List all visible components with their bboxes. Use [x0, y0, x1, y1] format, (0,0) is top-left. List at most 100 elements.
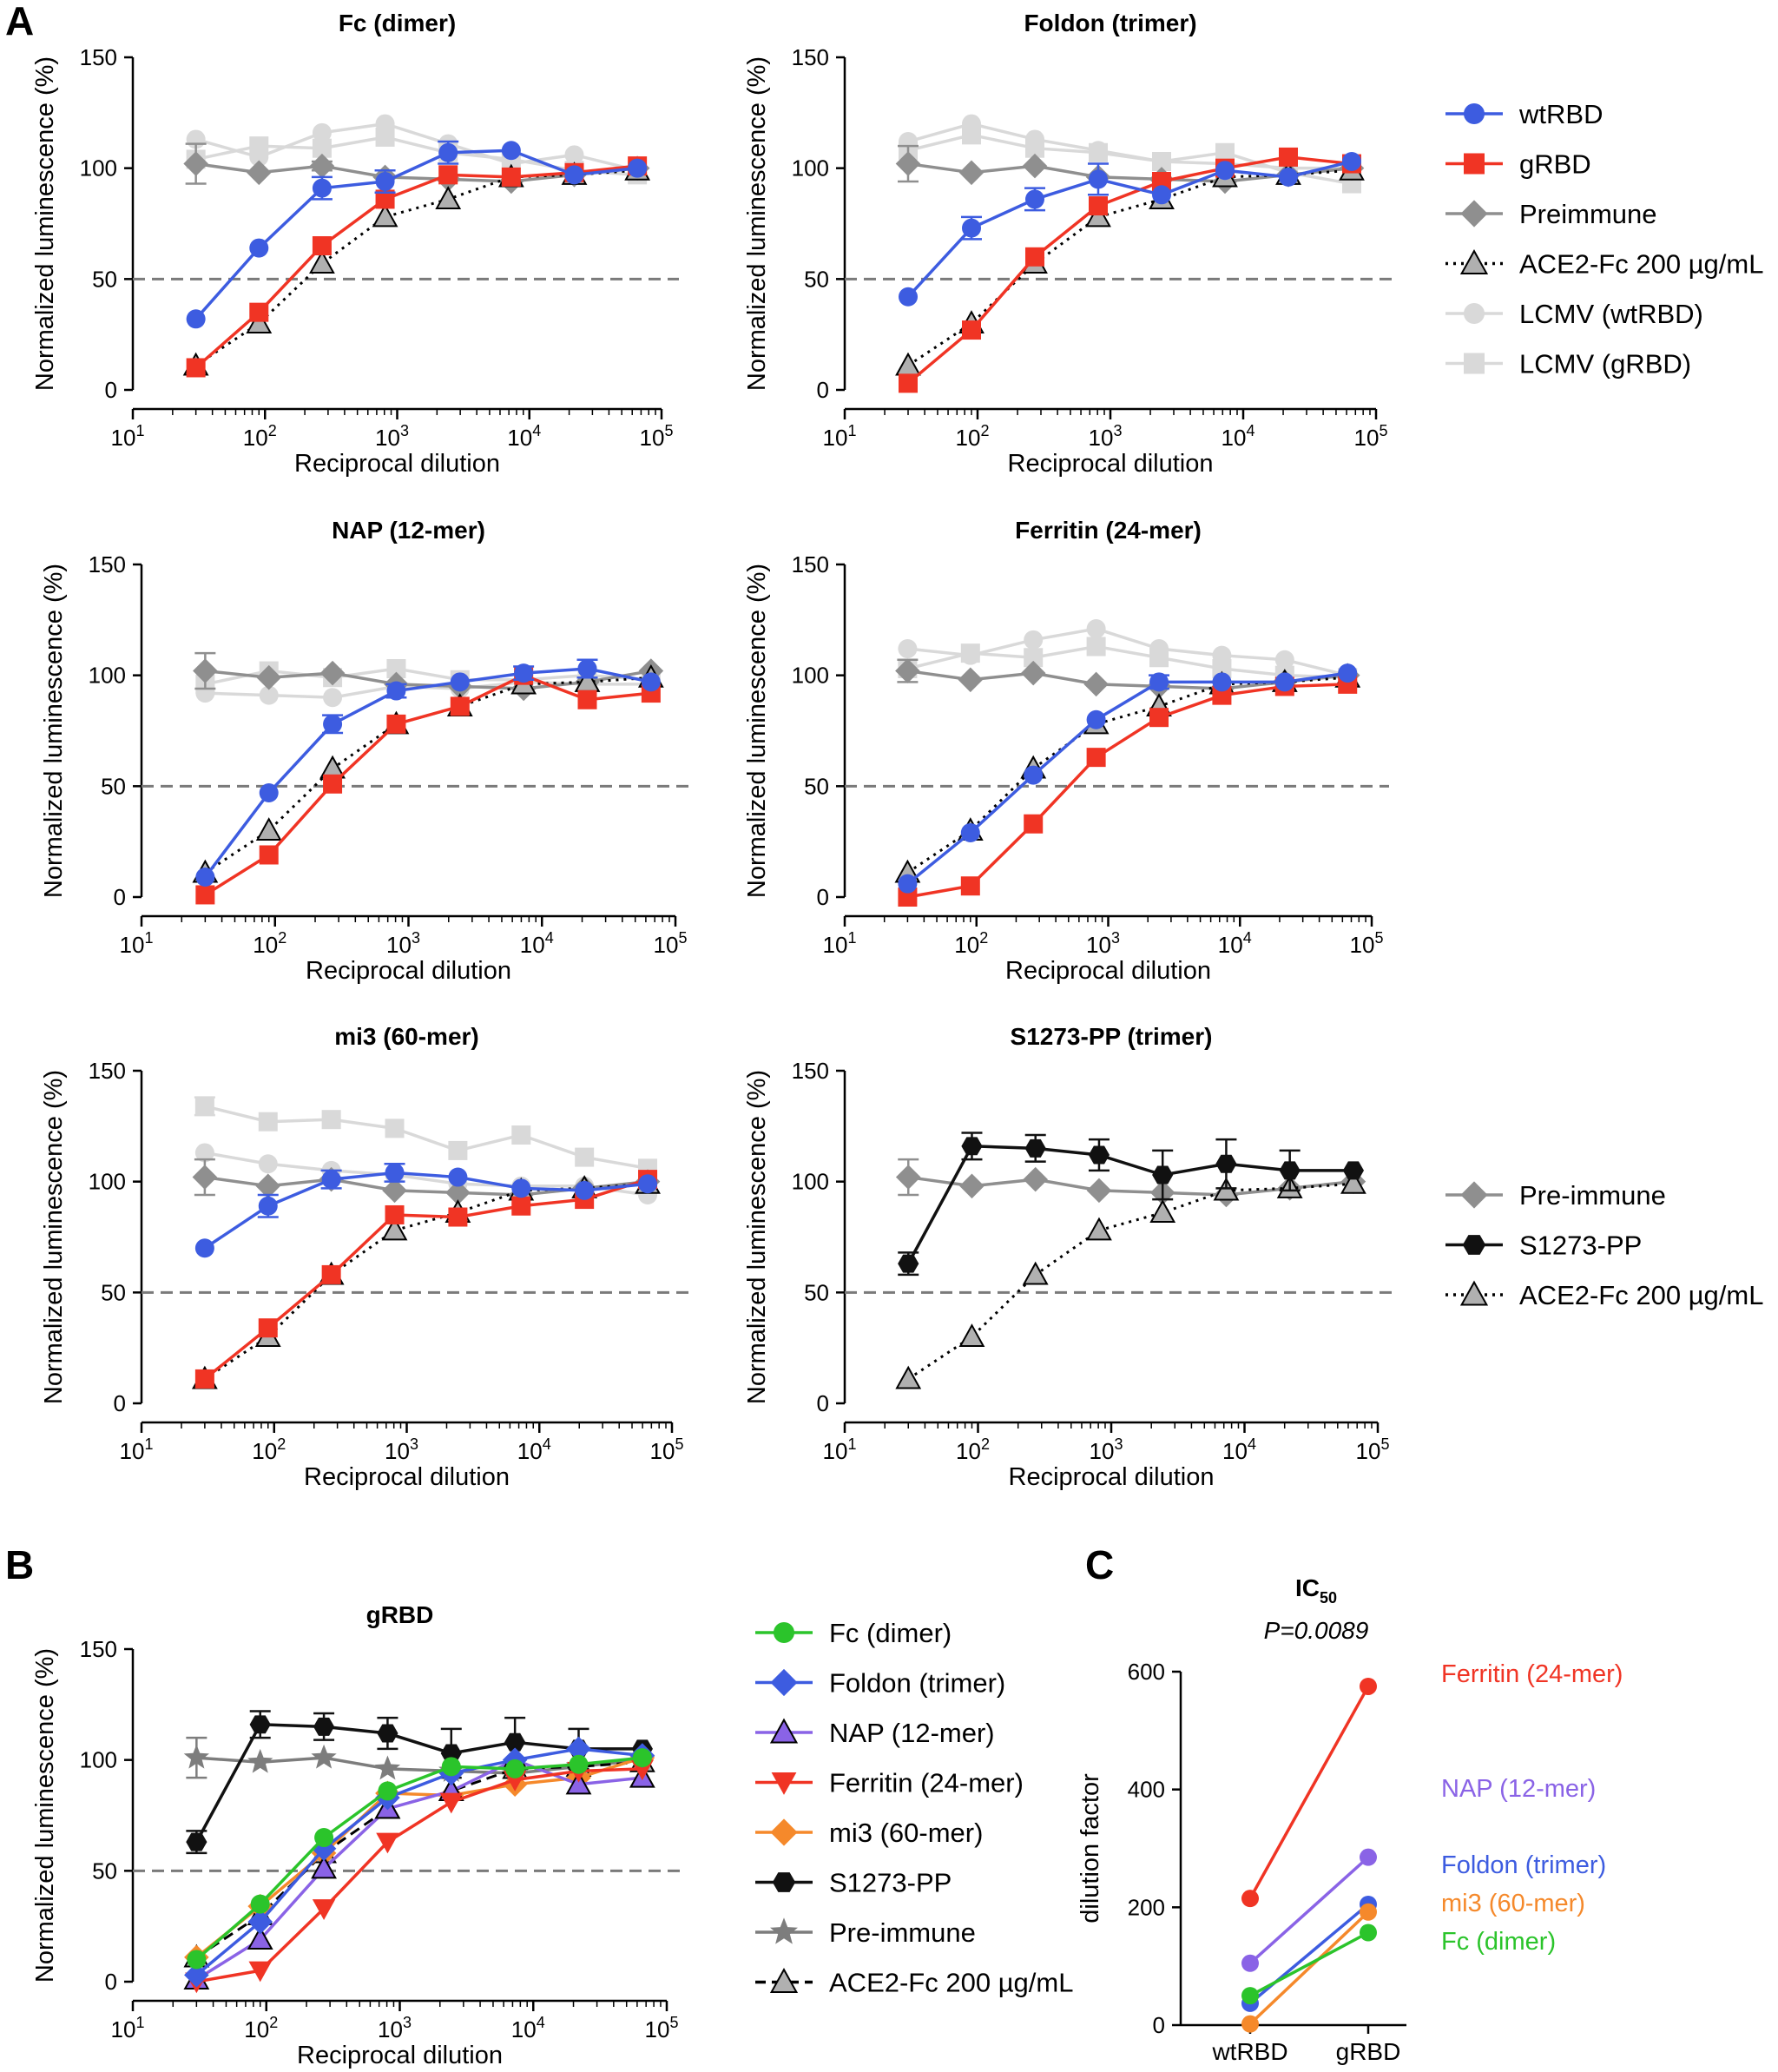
- legend-label: ACE2-Fc 200 µg/mL: [829, 1968, 1073, 1998]
- series-line: [195, 1758, 643, 1981]
- data-point: [450, 696, 470, 716]
- data-point: [1024, 138, 1044, 158]
- data-point: [511, 1196, 531, 1216]
- data-point: [961, 218, 981, 238]
- legend-label: ACE2-Fc 200 µg/mL: [1519, 249, 1763, 280]
- legend-marker: [772, 1872, 796, 1892]
- data-point: [1086, 637, 1106, 657]
- legends-layer: wtRBD gRBD Preimmune ACE2-Fc 200 µg/mL LCMV …: [755, 99, 1763, 1998]
- data-point: [438, 142, 458, 162]
- x-tick-base: 10: [1089, 425, 1114, 451]
- legend-item: Fc (dimer): [755, 1618, 952, 1648]
- x-tick-label: 102: [252, 1435, 286, 1464]
- x-tick-base: 10: [111, 425, 136, 451]
- series-label: mi3 (60-mer): [1441, 1890, 1585, 1917]
- legend-item: Pre-immune: [755, 1917, 976, 1948]
- x-tick-exp: 4: [543, 1435, 551, 1453]
- x-tick-base: 10: [375, 425, 400, 451]
- data-point: [311, 1855, 337, 1879]
- data-point: [1086, 709, 1106, 729]
- data-point: [564, 165, 584, 185]
- y-tick-label: 0: [114, 1390, 126, 1416]
- series-line: [907, 683, 1348, 899]
- data-point: [1340, 1170, 1366, 1194]
- legend-label: Pre-immune: [829, 1917, 976, 1948]
- x-tick-exp: 2: [278, 929, 286, 947]
- data-point: [377, 1724, 398, 1743]
- x-tick-base: 10: [507, 425, 532, 451]
- series-line: [906, 644, 1348, 679]
- data-point: [321, 1264, 341, 1284]
- series-line: [203, 1178, 649, 1381]
- x-tick-base: 10: [1354, 425, 1380, 451]
- series-line: [204, 1105, 649, 1171]
- y-tick-label: 0: [105, 377, 117, 403]
- x-tick-base: 10: [823, 932, 848, 958]
- data-point: [505, 1759, 525, 1778]
- legend-item: S1273-PP: [755, 1868, 952, 1898]
- x-tick-exp: 1: [847, 1435, 856, 1453]
- x-tick-exp: 5: [664, 422, 673, 439]
- data-point: [195, 885, 215, 905]
- x-tick-base: 10: [645, 2016, 670, 2042]
- series-ace2-fc-200-g-ml: [895, 156, 1365, 376]
- data-point: [247, 1926, 273, 1950]
- data-point: [1360, 1924, 1377, 1942]
- chart-title: Fc (dimer): [339, 10, 456, 36]
- x-tick-label: 102: [956, 422, 990, 451]
- chart-title: IC50: [1295, 1574, 1337, 1607]
- data-point: [186, 1832, 207, 1851]
- data-point: [385, 1204, 405, 1224]
- data-point: [1088, 142, 1108, 162]
- data-point: [1215, 1154, 1237, 1173]
- legend-label: gRBD: [1519, 149, 1591, 180]
- x-tick-exp: 2: [980, 422, 989, 439]
- x-tick-label: 103: [378, 2014, 412, 2042]
- data-point: [186, 309, 206, 329]
- x-tick-exp: 2: [981, 1435, 990, 1453]
- data-point: [504, 1732, 526, 1752]
- data-point: [249, 302, 269, 322]
- series-line: [203, 1171, 649, 1250]
- data-point: [1241, 2015, 1259, 2033]
- x-tick-label: 105: [1356, 1435, 1390, 1464]
- legend-marker: [770, 1917, 798, 1944]
- data-point: [1086, 619, 1106, 639]
- legend-item: LCMV (gRBD): [1445, 349, 1691, 379]
- data-point: [959, 1173, 984, 1199]
- legend-marker: [771, 1772, 797, 1795]
- legend-item: Ferritin (24-mer): [755, 1768, 1024, 1798]
- x-tick-label: 104: [517, 1435, 551, 1464]
- x-tick-label: 104: [507, 422, 541, 451]
- series-line: [906, 1145, 1353, 1264]
- data-point: [632, 1748, 652, 1768]
- data-point: [319, 660, 346, 686]
- y-tick-label: 0: [114, 884, 126, 910]
- panel-letter-a: A: [5, 0, 34, 43]
- series-line: [194, 148, 638, 320]
- data-point: [312, 178, 332, 198]
- data-point: [566, 1736, 591, 1762]
- data-point: [1020, 660, 1046, 686]
- legend-item: Pre-immune: [1445, 1180, 1666, 1211]
- data-point: [1360, 1848, 1377, 1866]
- x-tick-label: 105: [654, 929, 688, 958]
- legend-marker: [1459, 1280, 1489, 1306]
- data-point: [375, 189, 395, 209]
- data-point: [1083, 671, 1109, 697]
- y-axis-label: Normalized luminescence (%): [743, 564, 771, 898]
- data-point: [960, 643, 980, 663]
- data-point: [247, 1748, 273, 1773]
- x-tick-base: 10: [1090, 1438, 1115, 1464]
- y-tick-label: 150: [80, 1636, 117, 1662]
- legend-marker: [1464, 153, 1485, 175]
- data-point: [1024, 247, 1044, 267]
- x-tick-exp: 2: [979, 929, 988, 947]
- x-tick-label: 104: [1218, 929, 1252, 958]
- chart-title: mi3 (60-mer): [334, 1023, 479, 1050]
- data-point: [565, 1771, 592, 1795]
- x-tick-base: 10: [1350, 932, 1375, 958]
- series-label: NAP (12-mer): [1441, 1775, 1596, 1803]
